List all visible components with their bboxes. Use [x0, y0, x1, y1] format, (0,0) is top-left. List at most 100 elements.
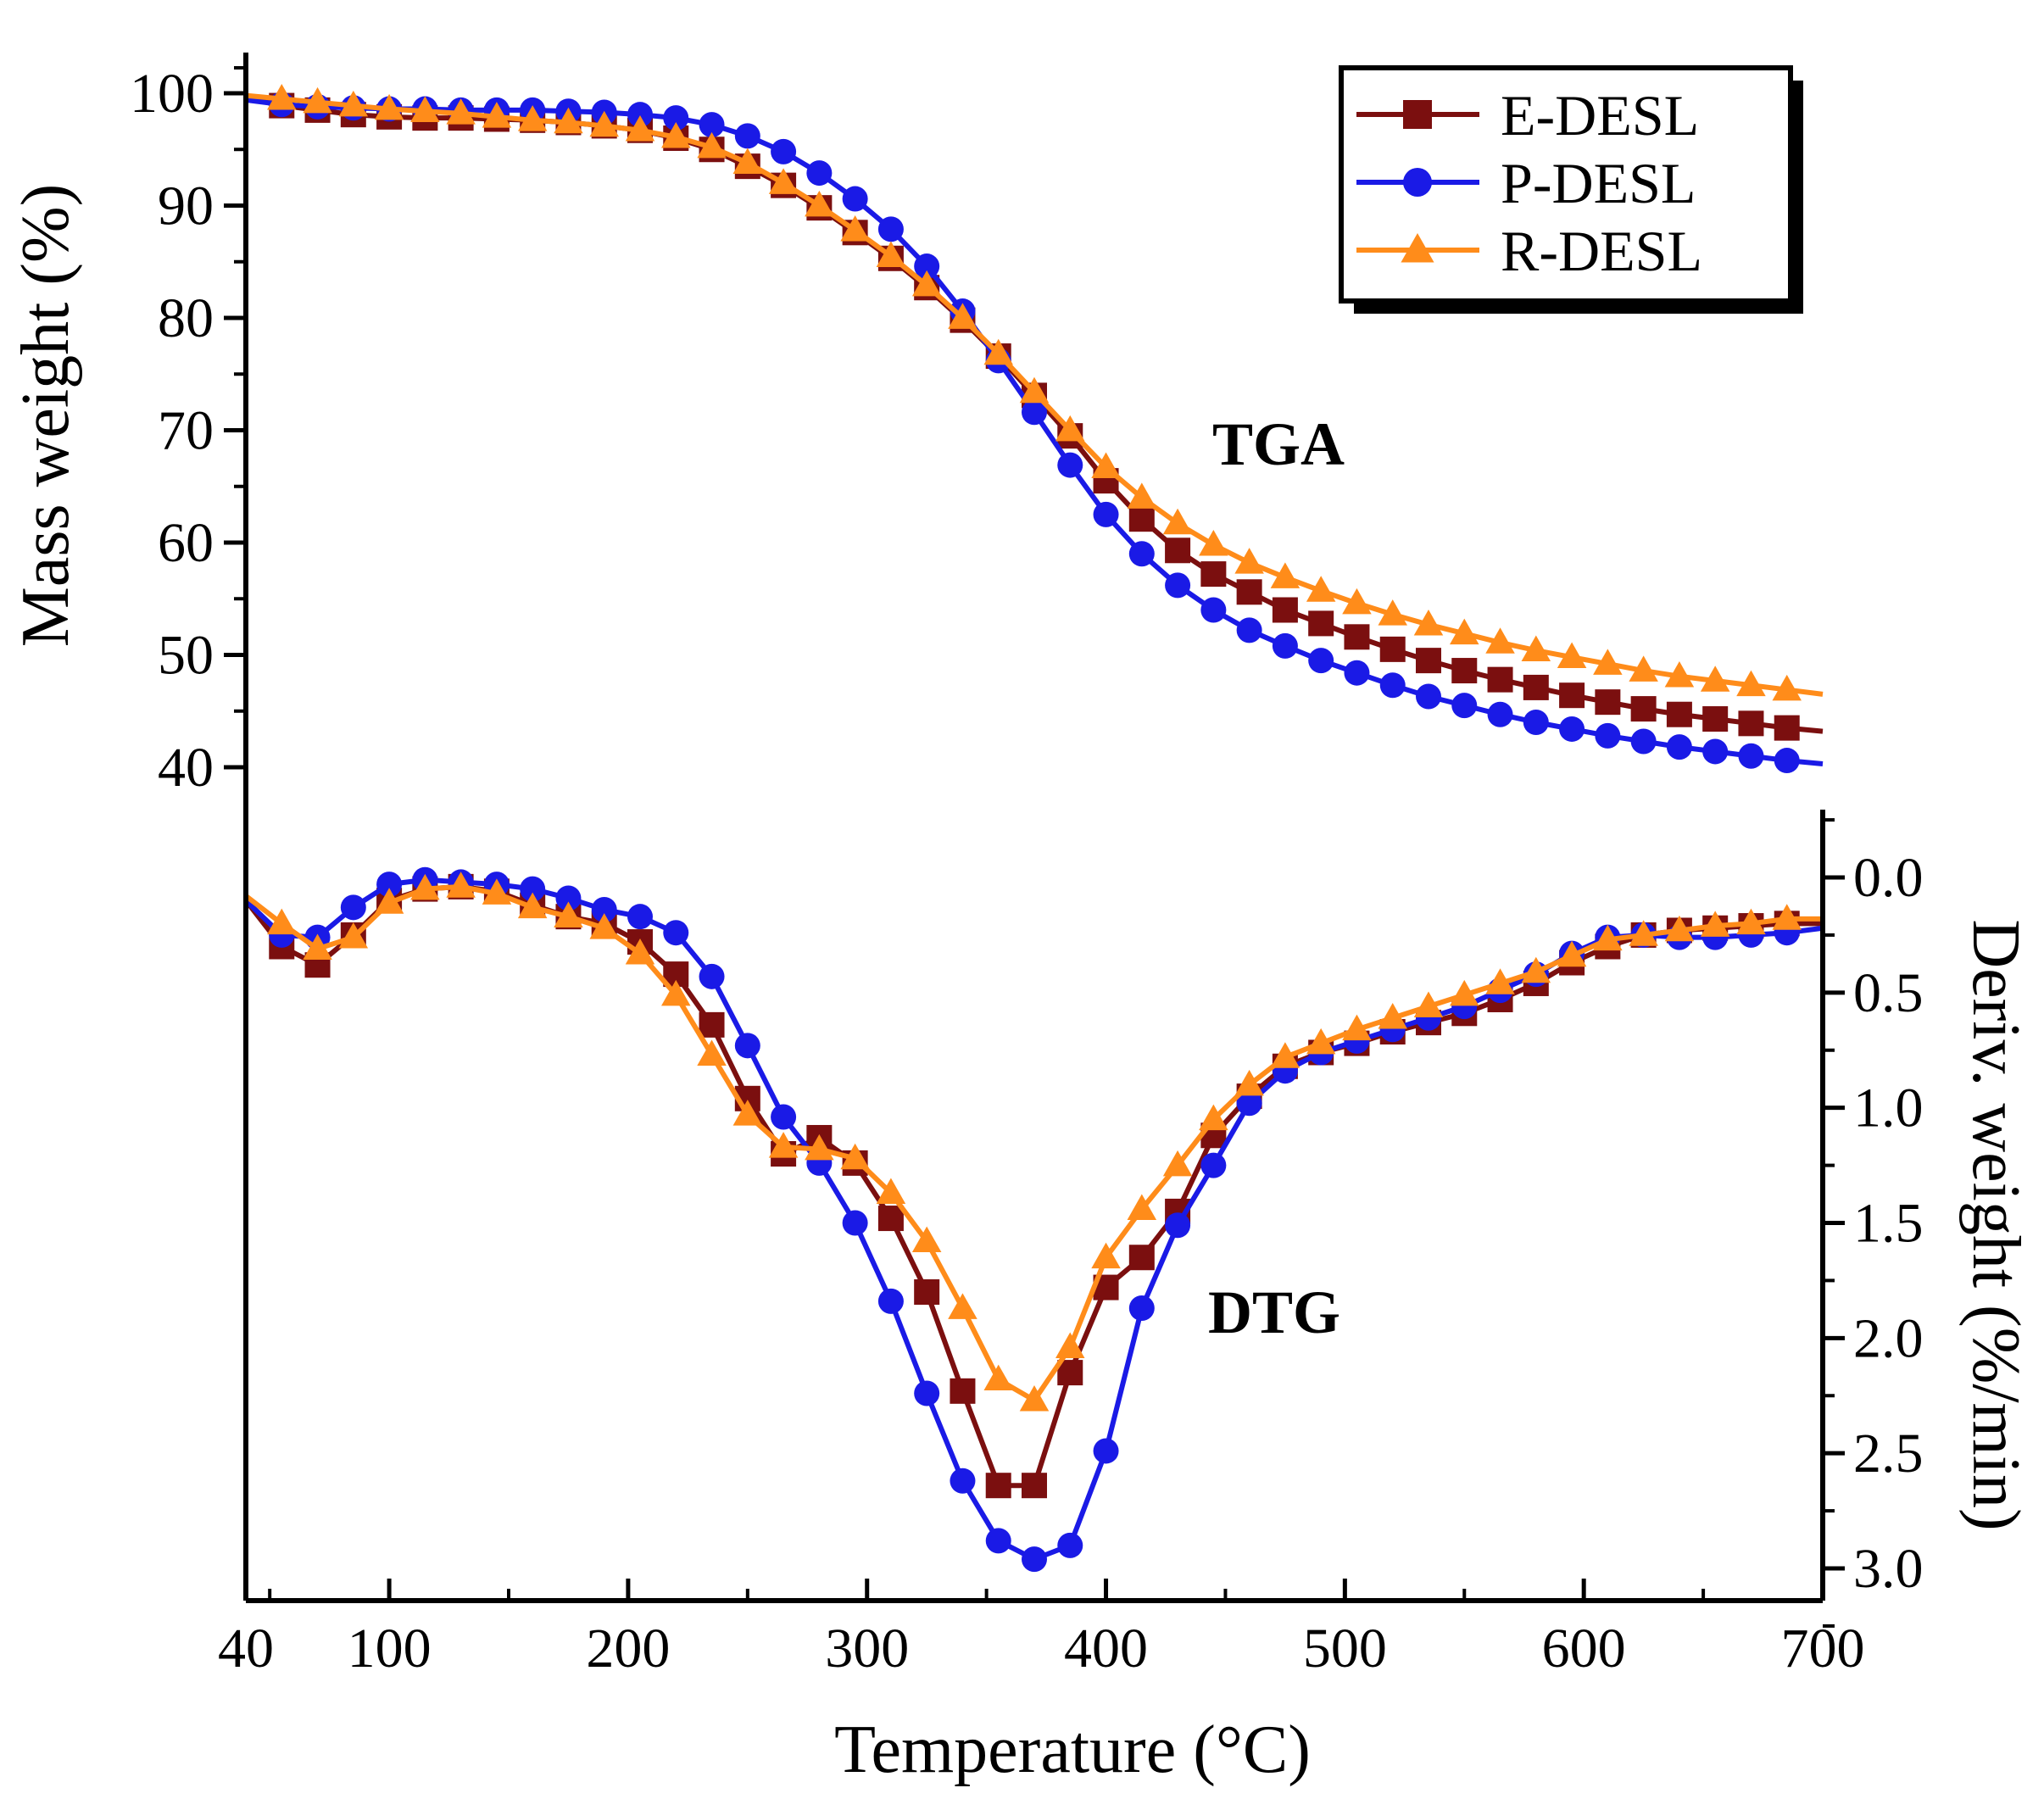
tga-e-desl-point [1344, 624, 1370, 650]
dtg-p-desl-point [1093, 1438, 1119, 1464]
tga-r-desl-point [732, 148, 763, 174]
dtg-e-desl-point [914, 1279, 940, 1305]
tga-r-desl-point [876, 241, 906, 267]
tga-p-desl-point [1022, 399, 1047, 426]
dtg-r-desl-point [1270, 1042, 1300, 1068]
dtg-e-desl-point [1022, 1473, 1047, 1499]
dtg-p-desl-point [734, 1033, 760, 1059]
tga-e-desl-point [1308, 610, 1334, 637]
tga-r-desl-point [1664, 661, 1695, 688]
dtg-p-desl-point [771, 1104, 797, 1130]
tga-e-desl-point [1559, 682, 1585, 709]
legend-p-desl-label: P-DESL [1501, 151, 1696, 215]
tga-p-desl-point [914, 253, 940, 280]
dtg-r-desl-point [1378, 1003, 1407, 1029]
x-tick-label: 500 [1303, 1618, 1387, 1679]
dtg-p-desl-point [985, 1528, 1011, 1554]
dtg-r-desl-point [589, 913, 619, 939]
dtg-r-desl-point [983, 1364, 1013, 1391]
tga-p-desl-point [1738, 743, 1764, 769]
dtg-p-desl-point [1128, 1295, 1155, 1322]
tga-r-desl-point [267, 83, 297, 110]
tga-r-desl-point [1485, 627, 1515, 654]
right-axis-title: Deriv. weight (%/min) [1958, 919, 2033, 1530]
tga-r-desl-point [1413, 610, 1444, 636]
dtg-r-desl-point [482, 878, 512, 905]
tga-p-desl-point [734, 123, 760, 149]
tga-label: TGA [1212, 410, 1345, 478]
tga-e-desl-point [1666, 701, 1692, 727]
tga-r-desl-point [1629, 655, 1658, 682]
tga-e-desl-point [1738, 710, 1764, 737]
left-tick-label: 90 [158, 175, 214, 237]
tga-e-desl-point [1451, 658, 1478, 684]
tga-r-desl-point [911, 270, 942, 297]
tga-e-desl-point [1774, 715, 1800, 741]
dtg-p-desl-point [1057, 1532, 1083, 1558]
dtg-r-desl-point [1306, 1028, 1336, 1055]
dtg-r-desl-point [1664, 915, 1695, 942]
tga-p-desl-point [1128, 541, 1155, 567]
dtg-p-desl-point [591, 897, 617, 923]
dtg-p-desl-point [340, 894, 366, 921]
dtg-r-desl-point [1091, 1242, 1121, 1269]
tga-r-desl-point [1736, 670, 1766, 697]
tga-e-desl-point [1523, 674, 1549, 700]
dtg-r-desl-point [1413, 991, 1444, 1017]
tga-r-desl-point [482, 102, 512, 128]
axes-layer: 40 100 200 300 400 500 600 700 40 50 60 70 80 90 100 0.… [130, 53, 1924, 1679]
dtg-r-desl-point [625, 938, 655, 965]
dtg-r-desl-point [554, 901, 583, 928]
tga-r-desl-point [1342, 588, 1372, 615]
dtg-p-desl-point [555, 885, 582, 911]
dtg-p-desl-point [1165, 1212, 1191, 1239]
x-tick-label: 100 [348, 1618, 432, 1679]
dtg-r-desl-point [697, 1039, 727, 1067]
legend-e-desl-label: E-DESL [1501, 83, 1699, 148]
tga-r-desl-point [554, 107, 583, 134]
tga-p-desl-point [1200, 597, 1227, 623]
tga-r-desl-point [1199, 529, 1228, 556]
dtg-p-desl-point [914, 1380, 940, 1406]
right-tick-label: 2.0 [1853, 1307, 1924, 1369]
tga-e-desl-point [1236, 579, 1262, 605]
x-axis-title: Temperature (°C) [834, 1713, 1311, 1787]
dtg-r-desl-point [1521, 956, 1551, 983]
dtg-r-desl-point [1055, 1332, 1085, 1359]
right-tick-label: 3.0 [1853, 1538, 1924, 1600]
tga-r-desl-point [1450, 618, 1479, 645]
dtg-label: DTG [1208, 1278, 1340, 1346]
dtg-r-desl-point [1234, 1069, 1264, 1096]
tga-r-desl-point [1306, 576, 1336, 602]
tga-r-desl-point [1378, 599, 1407, 626]
dtg-r-desl-point [1019, 1385, 1050, 1412]
tga-r-desl-point [1055, 415, 1085, 442]
tga-e-desl-point [1487, 666, 1513, 693]
left-tick-label: 80 [158, 287, 214, 349]
legend-p-desl-marker [1403, 168, 1432, 197]
dtg-r-desl-point [1772, 904, 1802, 930]
tga-p-desl-point [1630, 728, 1657, 755]
dtg-p-desl-point [1022, 1546, 1047, 1573]
dtg-r-desl-point [948, 1293, 977, 1319]
tga-r-desl-point [661, 122, 691, 148]
tga-e-desl-point [1272, 597, 1298, 623]
tga-p-desl-point [699, 112, 725, 138]
tga-e-desl-point [1128, 506, 1155, 532]
legend-r-desl-marker [1401, 232, 1434, 263]
dtg-r-desl-point [840, 1143, 870, 1170]
tga-r-desl-point [517, 105, 548, 131]
tga-r-desl-point [589, 110, 619, 137]
left-tick-label: 100 [130, 63, 214, 125]
x-tick-label: 700 [1781, 1618, 1865, 1679]
left-tick-label: 70 [158, 400, 214, 462]
left-tick-label: 40 [158, 737, 214, 799]
dtg-r-desl-point [805, 1133, 834, 1161]
tga-r-desl-point [1772, 674, 1802, 701]
dtg-p-desl-point [950, 1468, 976, 1494]
tga-p-desl-point [1774, 748, 1800, 774]
legend-e-desl-marker [1403, 100, 1432, 129]
